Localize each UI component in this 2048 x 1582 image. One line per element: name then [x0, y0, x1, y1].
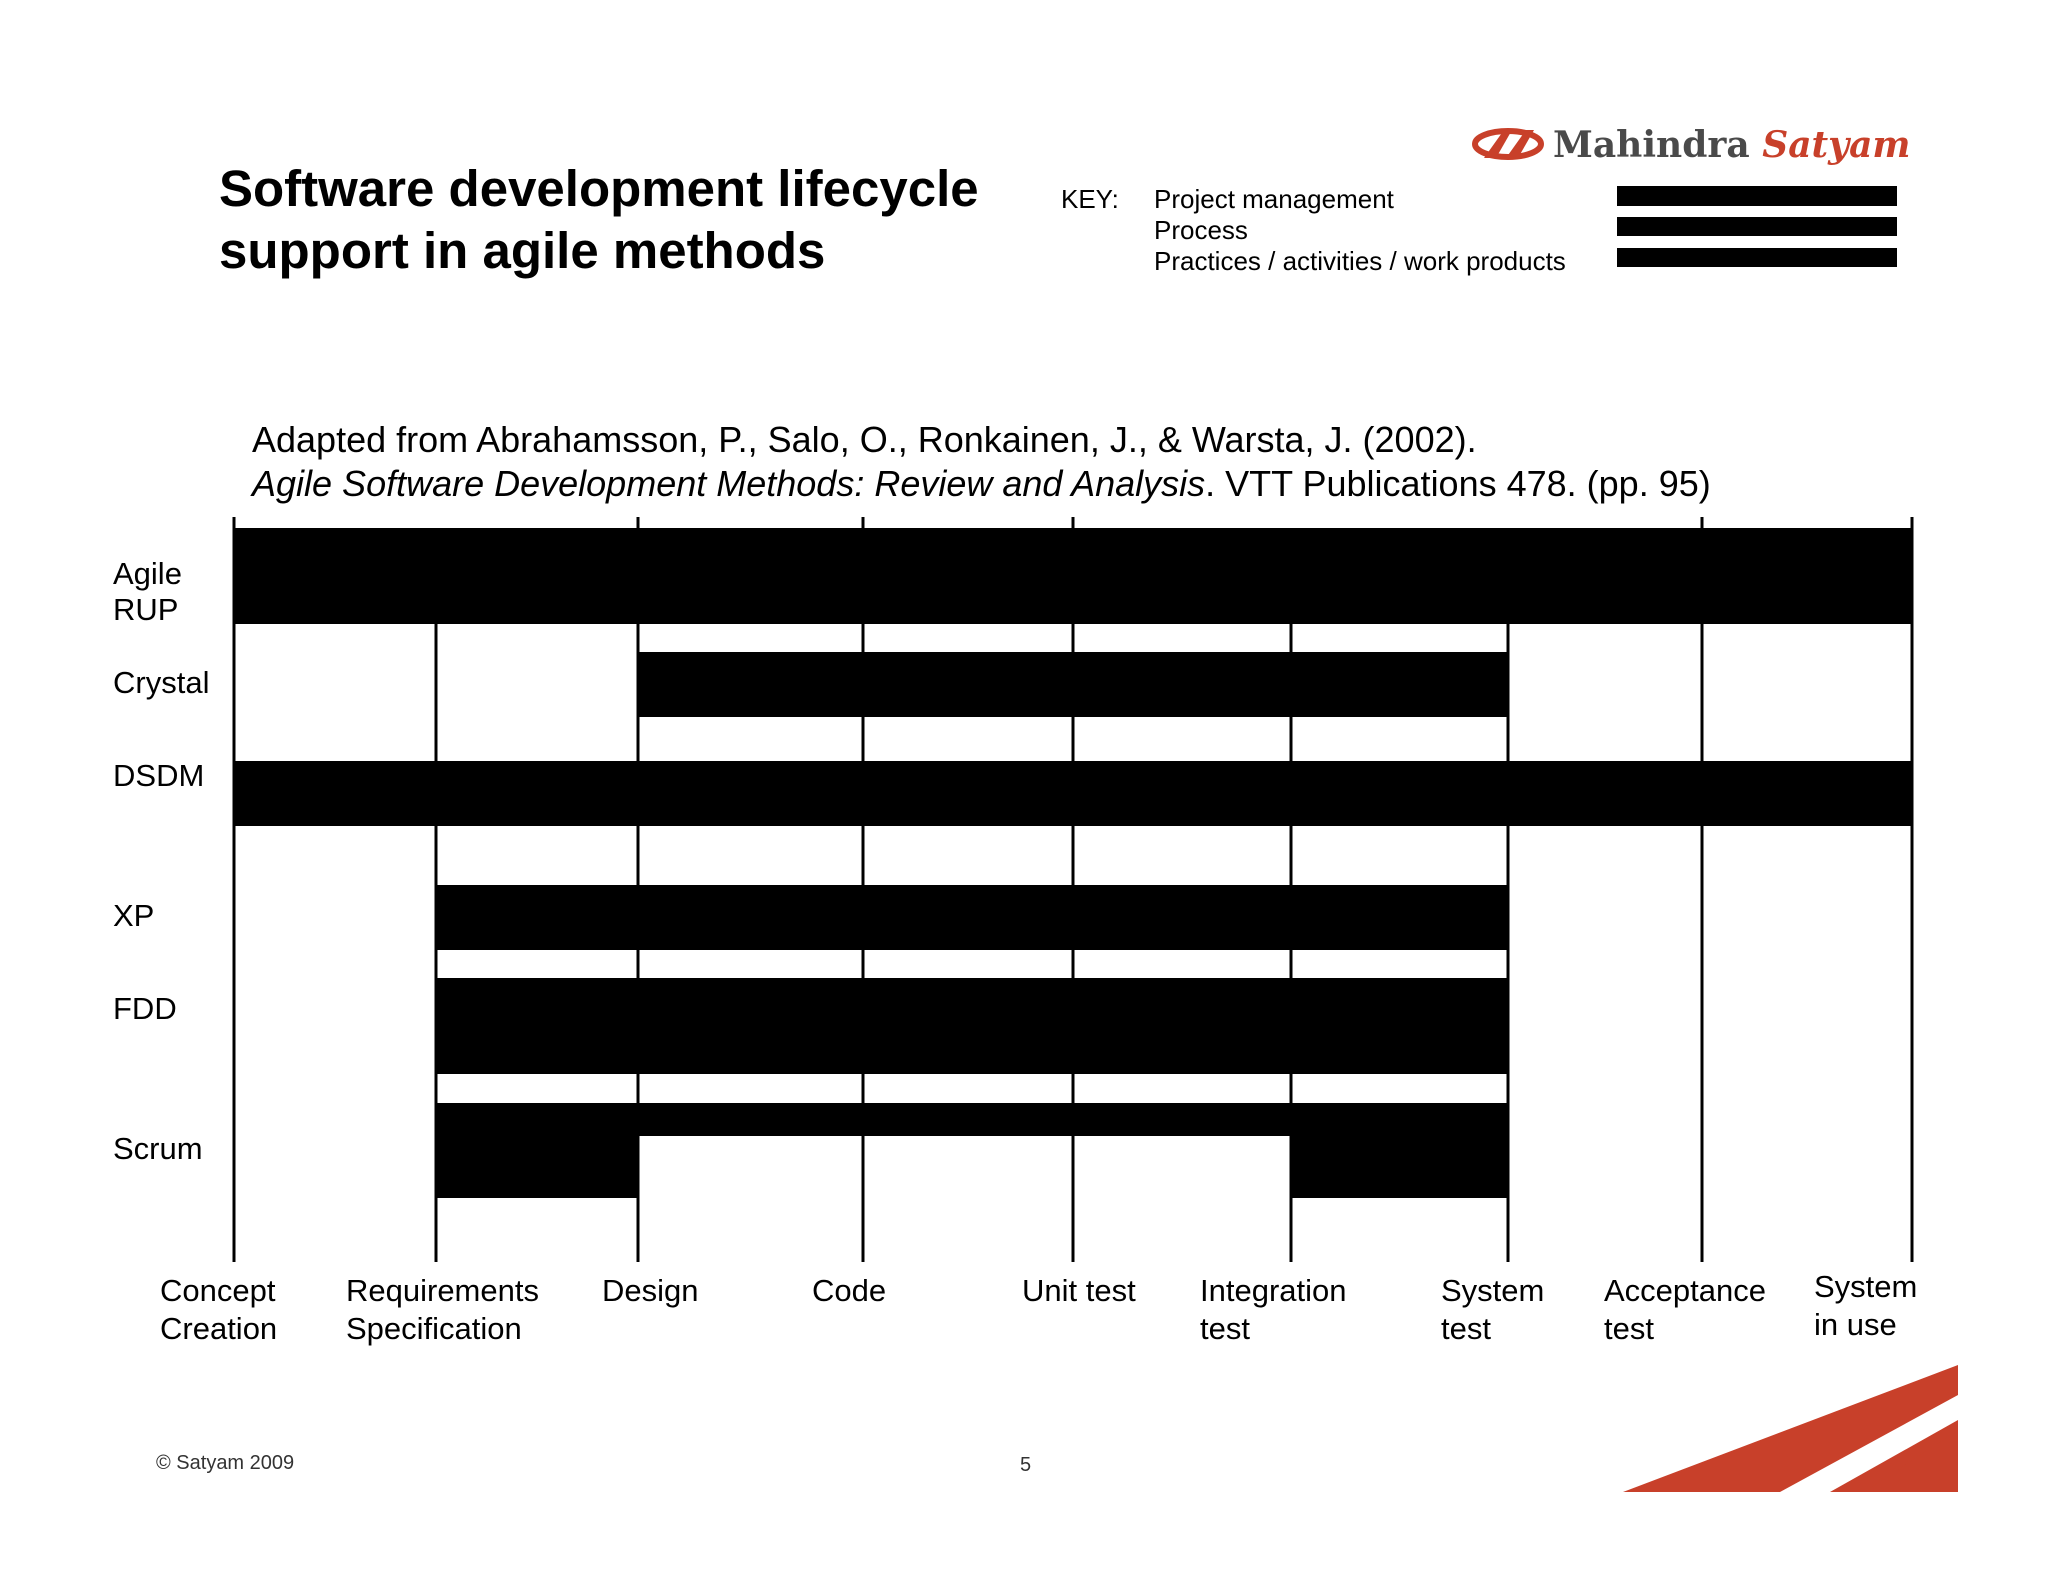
phase-label-unit-test: Unit test [1022, 1272, 1136, 1310]
phase-label-line: System [1441, 1273, 1545, 1308]
phase-label-requirements: Requirements Specification [346, 1272, 539, 1348]
logo-satyam-text: Satyam [1762, 124, 1911, 166]
bar-dsdm [234, 761, 1912, 826]
row-label-crystal: Crystal [113, 665, 210, 700]
phase-label-integration-test: Integration test [1200, 1272, 1347, 1348]
phase-label-line: test [1604, 1311, 1654, 1346]
row-label-agile-rup: Agile RUP [113, 556, 182, 628]
phase-label-line: Code [812, 1273, 887, 1308]
white-gap [1780, 1395, 1958, 1492]
phase-label-acceptance-test: Acceptance test [1604, 1272, 1766, 1348]
phase-label-line: test [1200, 1311, 1250, 1346]
bar-scrum-start [436, 1136, 638, 1198]
row-label-dsdm: DSDM [113, 758, 205, 793]
key-label: KEY: [1061, 184, 1119, 214]
bar-scrum-management [436, 1103, 1508, 1136]
phase-label-line: Specification [346, 1311, 522, 1346]
phase-label-code: Code [812, 1272, 886, 1310]
phase-label-design: Design [602, 1272, 699, 1310]
mahindra-logo-icon [1472, 128, 1544, 160]
phase-label-line: in use [1814, 1307, 1897, 1342]
key-swatch-project-management [1617, 186, 1897, 206]
key-item-practices: Practices / activities / work products [1154, 246, 1566, 276]
phase-label-line: Unit test [1022, 1273, 1136, 1308]
row-label-scrum: Scrum [113, 1131, 203, 1166]
phase-label-line: Creation [160, 1311, 278, 1346]
phase-label-line: Requirements [346, 1273, 539, 1308]
key-legend: Project management Process Practices / a… [1154, 184, 1566, 277]
company-logo: Mahindra Satyam [1470, 122, 1911, 168]
phase-label-line: Concept [160, 1273, 276, 1308]
phase-label-line: System [1814, 1269, 1918, 1304]
bar-fdd [436, 978, 1508, 1074]
row-label-xp: XP [113, 898, 155, 933]
footer-page-number: 5 [1020, 1454, 1032, 1476]
key-item-process: Process [1154, 215, 1248, 245]
key-item-project-management: Project management [1154, 184, 1394, 214]
row-label-rup: RUP [113, 592, 179, 627]
bar-crystal [638, 652, 1508, 717]
phase-label-line: Integration [1200, 1273, 1347, 1308]
citation-line-1: Adapted from Abrahamsson, P., Salo, O., … [252, 419, 1477, 460]
bar-xp [436, 885, 1508, 950]
logo-mahindra-text: Mahindra [1553, 124, 1750, 166]
phase-label-line: Acceptance [1604, 1273, 1766, 1308]
title-line-2: support in agile methods [219, 222, 826, 279]
citation-publisher: . VTT Publications 478. (pp. 95) [1205, 463, 1711, 504]
footer-copyright: © Satyam 2009 [156, 1452, 295, 1474]
logo-wordmark: Mahindra Satyam [1553, 122, 1911, 168]
phase-label-system-in-use: System in use [1814, 1268, 1917, 1344]
red-stripe-small [1864, 1430, 1958, 1492]
citation: Adapted from Abrahamsson, P., Salo, O., … [252, 418, 1711, 506]
phase-label-line: Design [602, 1273, 699, 1308]
row-label-fdd: FDD [113, 991, 177, 1026]
bar-scrum-end [1291, 1136, 1508, 1198]
slide-title: Software development lifecycle support i… [219, 158, 979, 282]
citation-book-title: Agile Software Development Methods: Revi… [252, 463, 1206, 504]
citation-line-2: Agile Software Development Methods: Revi… [252, 462, 1711, 506]
phase-label-system-test: System test [1441, 1272, 1544, 1348]
phase-label-line: test [1441, 1311, 1491, 1346]
title-line-1: Software development lifecycle [219, 160, 979, 217]
phase-label-concept-creation: Concept Creation [160, 1272, 277, 1348]
coverage-bars [234, 528, 1912, 1198]
key-swatch-process [1617, 217, 1897, 236]
bar-agile-rup [234, 528, 1912, 624]
row-label-agile: Agile [113, 556, 182, 591]
key-swatch-practices [1617, 248, 1897, 267]
